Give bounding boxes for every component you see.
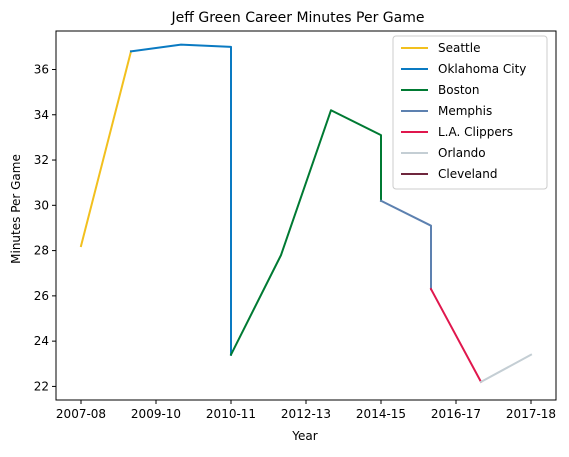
y-tick-label: 32 <box>34 153 49 167</box>
axes-layer: 2007-08 2009-10 2010-11 2012-13 2014-15 2016-… <box>34 30 557 421</box>
x-tick-label: 2007-08 <box>56 407 106 421</box>
y-tick-label: 24 <box>34 334 49 348</box>
legend-label: Orlando <box>438 146 486 160</box>
series-line-5 <box>479 353 533 384</box>
x-tick-label: 2017-18 <box>506 407 556 421</box>
series-line-2 <box>229 109 382 357</box>
series-layer <box>79 43 533 384</box>
y-tick-label: 36 <box>34 62 49 76</box>
series-line-4 <box>429 287 483 384</box>
series-line-1 <box>129 43 232 356</box>
y-tick-label: 34 <box>34 108 49 122</box>
legend-label: Seattle <box>438 41 480 55</box>
series-line-3 <box>379 199 432 291</box>
x-tick-label: 2012-13 <box>281 407 331 421</box>
y-tick-label: 26 <box>34 289 49 303</box>
x-axis-label: Year <box>291 429 317 443</box>
legend-label: Memphis <box>438 104 492 118</box>
legend-label: Cleveland <box>438 167 498 181</box>
y-tick-label: 28 <box>34 244 49 258</box>
legend: Seattle Oklahoma City Boston Memphis L.A. Cl… <box>392 35 548 190</box>
legend-label: L.A. Clippers <box>438 125 513 139</box>
x-tick-label: 2009-10 <box>131 407 181 421</box>
x-tick-label: 2016-17 <box>431 407 481 421</box>
x-tick-label: 2010-11 <box>206 407 256 421</box>
series-line-0 <box>79 50 133 248</box>
y-axis-label: Minutes Per Game <box>9 154 23 264</box>
legend-box <box>392 35 548 190</box>
legend-label: Oklahoma City <box>438 62 526 76</box>
chart-title: Jeff Green Career Minutes Per Game <box>171 10 425 26</box>
y-tick-label: 30 <box>34 198 49 212</box>
x-tick-label: 2014-15 <box>356 407 406 421</box>
y-tick-label: 22 <box>34 379 49 393</box>
legend-label: Boston <box>438 83 479 97</box>
